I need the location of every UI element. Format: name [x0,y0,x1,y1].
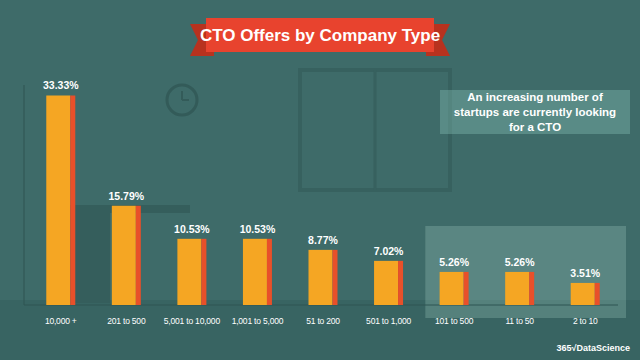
clock-hand [182,99,189,101]
bar-side [333,250,338,305]
desk-drawers [70,213,110,303]
value-axis [24,85,25,305]
clock-hand [181,91,183,100]
title-ribbon [190,18,450,56]
bar-side [70,95,75,305]
data-label: 15.79% [109,190,145,202]
bar [112,206,136,305]
logo: 365√DataScience [557,343,631,353]
data-label: 33.33% [43,79,79,91]
category-label: 201 to 500 [107,316,146,326]
category-label: 1,001 to 5,000 [232,316,284,326]
bar [46,95,70,305]
category-label: 2 to 10 [573,316,598,326]
bar [374,261,398,305]
category-label: 101 to 500 [435,316,474,326]
window [300,70,450,190]
bar [571,283,595,305]
category-label: 51 to 200 [306,316,340,326]
data-label: 5.26% [505,256,535,268]
bar [505,272,529,305]
window-frame [374,70,377,190]
highlight-box [425,226,626,318]
category-label: 11 to 50 [505,316,534,326]
bar-side [595,283,600,305]
annotation: An increasing number of startups are cur… [440,90,630,134]
background-decor [0,0,640,360]
bar-side [136,206,141,305]
category-label: 501 to 1,000 [366,316,411,326]
category-label: 5,001 to 10,000 [164,316,221,326]
data-label: 10.53% [174,223,210,235]
bar-side [529,272,534,305]
bar [177,239,201,305]
bar-side [398,261,403,305]
title: CTO Offers by Company Type [200,26,440,45]
bar [309,250,333,305]
bar-side [464,272,469,305]
clock [167,85,197,115]
data-label: 8.77% [308,234,338,246]
data-label: 10.53% [240,223,276,235]
chart: CTO Offers by Company Type 33.33% 10,000 +… [0,0,640,360]
stage: CTO Offers by Company Type 33.33% 10,000 +… [0,0,640,360]
category-label: 10,000 + [45,316,77,326]
bar [243,239,267,305]
background [0,0,640,360]
bar-side [267,239,272,305]
bar-side [201,239,206,305]
bar [440,272,464,305]
data-label: 7.02% [374,245,404,257]
data-label: 5.26% [439,256,469,268]
data-label: 3.51% [570,267,600,279]
